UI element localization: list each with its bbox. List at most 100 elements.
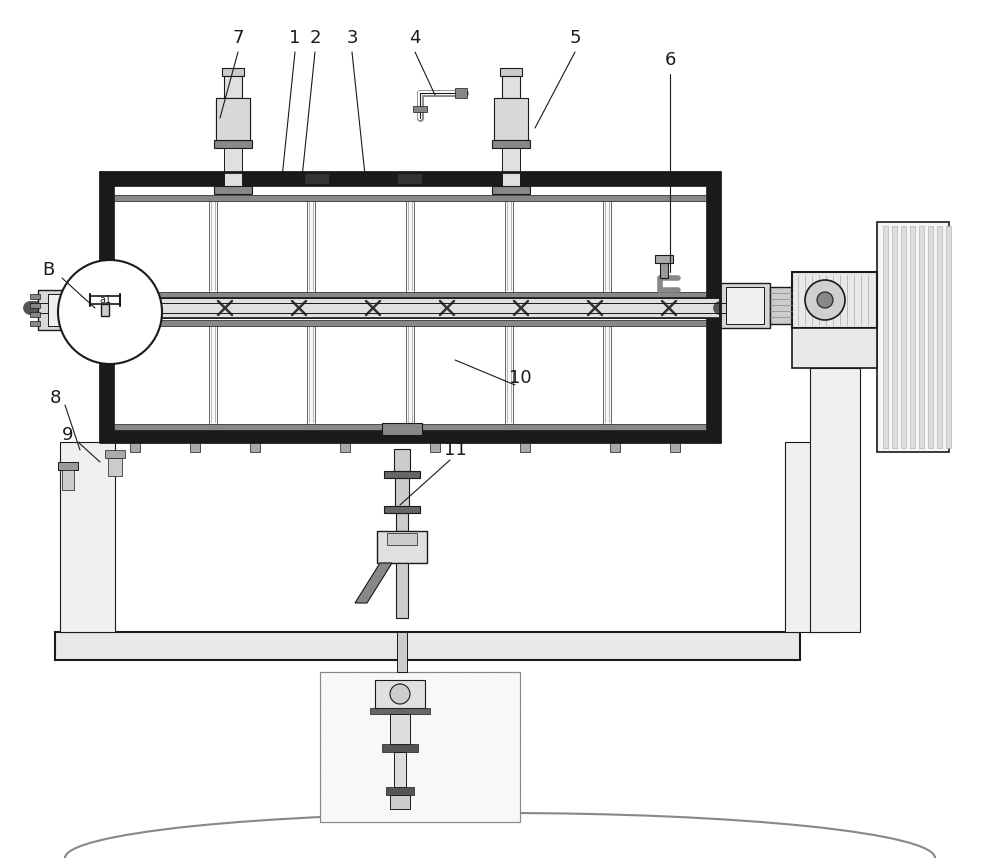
Bar bbox=[382, 744, 418, 752]
Bar bbox=[883, 226, 888, 448]
Bar bbox=[224, 148, 242, 188]
Bar bbox=[100, 172, 720, 186]
Bar bbox=[340, 442, 350, 452]
Bar bbox=[58, 462, 78, 470]
Text: 10: 10 bbox=[509, 369, 531, 387]
Bar bbox=[455, 88, 467, 98]
Bar bbox=[386, 787, 414, 795]
Bar bbox=[413, 106, 427, 112]
Bar bbox=[919, 226, 924, 448]
Bar bbox=[502, 148, 520, 188]
Bar bbox=[114, 195, 706, 201]
Bar bbox=[377, 531, 427, 563]
Bar bbox=[390, 714, 410, 744]
Bar bbox=[660, 260, 668, 278]
Bar bbox=[394, 449, 410, 471]
Bar bbox=[406, 323, 414, 425]
Text: 3: 3 bbox=[346, 29, 358, 47]
Bar bbox=[910, 226, 915, 448]
Bar bbox=[505, 197, 513, 293]
Circle shape bbox=[817, 292, 833, 308]
Bar bbox=[62, 470, 74, 490]
Bar bbox=[100, 172, 114, 442]
Text: 9: 9 bbox=[62, 426, 74, 444]
Bar bbox=[384, 506, 420, 513]
Bar bbox=[307, 197, 315, 293]
Bar bbox=[55, 632, 800, 660]
Bar bbox=[216, 98, 250, 140]
Bar bbox=[877, 222, 949, 452]
Bar bbox=[810, 368, 860, 632]
Bar bbox=[946, 226, 951, 448]
Bar bbox=[209, 323, 217, 425]
Bar bbox=[30, 294, 40, 299]
Bar bbox=[500, 68, 522, 76]
Bar bbox=[492, 186, 530, 194]
Bar bbox=[726, 287, 764, 324]
Text: 11: 11 bbox=[444, 441, 466, 459]
Bar bbox=[30, 321, 40, 326]
Bar bbox=[250, 442, 260, 452]
Bar bbox=[706, 172, 720, 442]
Bar bbox=[90, 296, 120, 304]
Bar bbox=[785, 442, 840, 632]
Bar bbox=[505, 323, 513, 425]
Bar bbox=[937, 226, 942, 448]
Bar bbox=[320, 672, 520, 822]
Text: 5: 5 bbox=[569, 29, 581, 47]
Bar bbox=[105, 450, 125, 458]
Bar bbox=[370, 708, 430, 714]
Bar bbox=[114, 424, 706, 430]
Bar bbox=[670, 442, 680, 452]
Bar bbox=[307, 323, 315, 425]
Bar bbox=[214, 186, 252, 194]
Bar bbox=[603, 323, 611, 425]
Text: a1: a1 bbox=[99, 295, 111, 305]
Bar bbox=[48, 294, 88, 326]
Bar bbox=[603, 197, 611, 293]
Bar bbox=[222, 68, 244, 76]
Bar bbox=[395, 478, 409, 506]
Bar bbox=[101, 304, 109, 316]
Text: 6: 6 bbox=[664, 51, 676, 69]
Bar bbox=[406, 197, 414, 293]
Polygon shape bbox=[355, 563, 392, 603]
Bar bbox=[430, 442, 440, 452]
Bar bbox=[720, 283, 770, 328]
Polygon shape bbox=[216, 98, 250, 140]
Bar bbox=[901, 226, 906, 448]
Circle shape bbox=[390, 684, 410, 704]
Bar bbox=[30, 303, 40, 308]
Text: 2: 2 bbox=[309, 29, 321, 47]
Bar bbox=[214, 140, 252, 148]
Bar bbox=[375, 680, 425, 708]
Bar bbox=[224, 76, 242, 98]
Bar bbox=[130, 442, 140, 452]
Bar bbox=[792, 272, 877, 328]
Bar bbox=[384, 471, 420, 478]
Bar bbox=[390, 795, 410, 809]
Bar bbox=[492, 140, 530, 148]
Bar bbox=[892, 226, 897, 448]
Circle shape bbox=[805, 280, 845, 320]
Bar bbox=[382, 423, 422, 435]
Text: B: B bbox=[42, 261, 54, 279]
Text: 1: 1 bbox=[289, 29, 301, 47]
Text: 4: 4 bbox=[409, 29, 421, 47]
Text: 7: 7 bbox=[232, 29, 244, 47]
Bar bbox=[396, 563, 408, 618]
Bar bbox=[928, 226, 933, 448]
Bar bbox=[398, 174, 422, 184]
Bar bbox=[655, 255, 673, 263]
Text: 8: 8 bbox=[49, 389, 61, 407]
Bar bbox=[520, 442, 530, 452]
Bar bbox=[396, 513, 408, 531]
Bar bbox=[190, 442, 200, 452]
Bar bbox=[38, 290, 100, 330]
Bar bbox=[387, 533, 417, 545]
Bar bbox=[320, 672, 520, 822]
Circle shape bbox=[58, 260, 162, 364]
Bar bbox=[770, 287, 792, 324]
Bar bbox=[114, 292, 706, 298]
Bar bbox=[100, 298, 720, 318]
